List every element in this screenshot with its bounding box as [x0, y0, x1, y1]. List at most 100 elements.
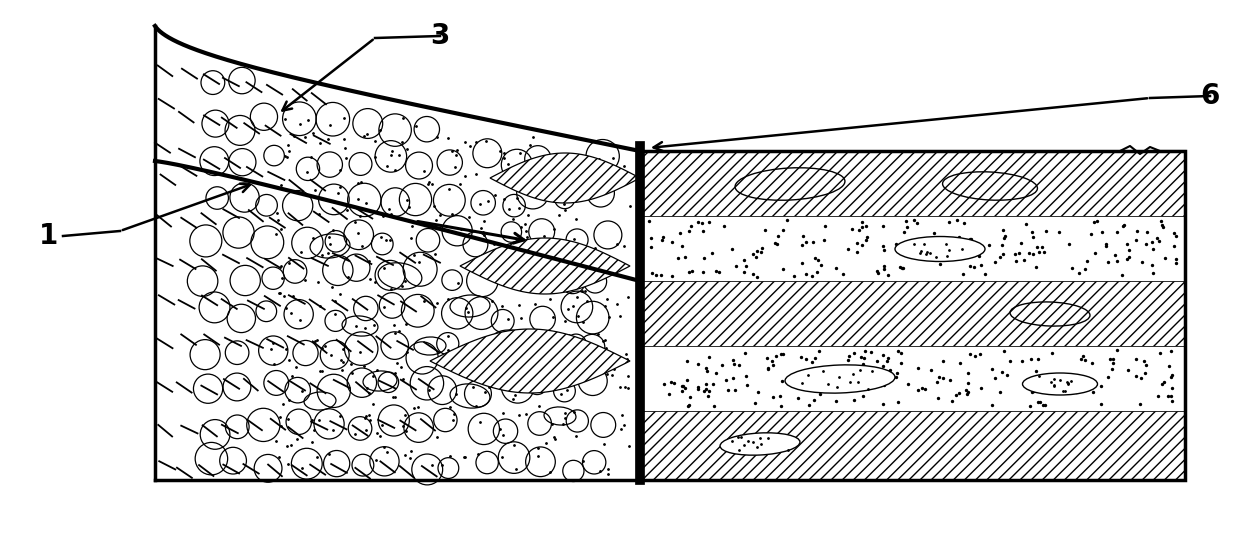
Point	[758, 365, 778, 374]
Point	[747, 272, 767, 281]
Point	[873, 262, 893, 270]
Point	[1090, 382, 1110, 390]
Point	[907, 219, 927, 228]
Bar	[641, 346, 1184, 411]
Point	[904, 216, 924, 225]
Point	[736, 371, 756, 380]
Point	[706, 369, 726, 377]
Bar	[641, 411, 1184, 480]
Point	[1127, 227, 1147, 235]
Point	[722, 245, 742, 254]
Point	[1166, 232, 1186, 240]
Point	[985, 258, 1005, 266]
Point	[1149, 237, 1168, 245]
Point	[675, 384, 695, 392]
Point	[802, 373, 821, 381]
Point	[773, 350, 793, 359]
Point	[795, 355, 815, 363]
Point	[1162, 397, 1182, 405]
Point	[1023, 386, 1043, 395]
Point	[873, 381, 893, 390]
Point	[1142, 261, 1162, 270]
Point	[873, 351, 893, 360]
Point	[1161, 373, 1181, 381]
Point	[815, 222, 835, 230]
Point	[679, 227, 699, 235]
Point	[678, 376, 698, 384]
Point	[709, 267, 729, 276]
Bar	[641, 151, 1184, 480]
Point	[991, 368, 1011, 377]
Point	[852, 222, 872, 231]
Point	[891, 348, 911, 357]
Point	[1113, 271, 1132, 279]
Point	[1103, 365, 1123, 374]
Point	[896, 217, 916, 226]
Point	[808, 256, 828, 264]
Point	[861, 348, 881, 356]
Point	[767, 240, 787, 249]
Point	[1113, 221, 1132, 230]
Point	[1144, 244, 1163, 253]
Point	[694, 386, 714, 395]
Point	[746, 252, 766, 261]
Point	[826, 263, 846, 272]
Point	[852, 218, 872, 226]
Point	[979, 241, 999, 250]
Point	[914, 236, 934, 244]
Point	[672, 386, 691, 395]
Point	[795, 374, 815, 383]
Point	[1062, 264, 1082, 272]
Point	[771, 392, 790, 400]
Point	[926, 252, 945, 261]
Point	[1033, 400, 1053, 409]
Point	[965, 352, 985, 361]
Point	[1147, 234, 1167, 242]
Point	[873, 361, 893, 370]
Point	[878, 270, 898, 279]
Point	[958, 368, 978, 377]
Point	[1016, 220, 1036, 228]
Point	[1006, 257, 1026, 265]
Point	[924, 228, 944, 237]
Point	[1104, 359, 1124, 367]
Point	[847, 239, 867, 247]
Point	[763, 361, 783, 370]
Point	[1093, 227, 1113, 236]
Point	[985, 374, 1005, 382]
Point	[1030, 248, 1049, 256]
Point	[1064, 382, 1084, 391]
Point	[812, 260, 831, 269]
Point	[877, 357, 897, 366]
Point	[1095, 240, 1115, 248]
Point	[678, 401, 698, 410]
Point	[807, 267, 826, 276]
Point	[1162, 384, 1182, 392]
Point	[705, 402, 725, 411]
Point	[950, 359, 970, 367]
Point	[851, 241, 871, 250]
Point	[747, 247, 767, 255]
Point	[887, 369, 907, 378]
Point	[928, 394, 948, 403]
Point	[719, 385, 738, 394]
Point	[1135, 369, 1155, 377]
Point	[880, 366, 900, 375]
Text: 6: 6	[1201, 82, 1219, 110]
Point	[1037, 383, 1057, 392]
Point	[1158, 361, 1178, 370]
Point	[773, 265, 793, 273]
Point	[1028, 398, 1048, 406]
Point	[792, 353, 812, 361]
Point	[792, 258, 812, 267]
Point	[1150, 348, 1170, 357]
Point	[851, 353, 871, 361]
Point	[856, 235, 876, 244]
Point	[854, 392, 873, 401]
Point	[961, 235, 981, 243]
Point	[1118, 255, 1137, 264]
Point	[1134, 356, 1154, 365]
Point	[1022, 379, 1042, 388]
Point	[1028, 355, 1048, 363]
Point	[970, 260, 990, 269]
